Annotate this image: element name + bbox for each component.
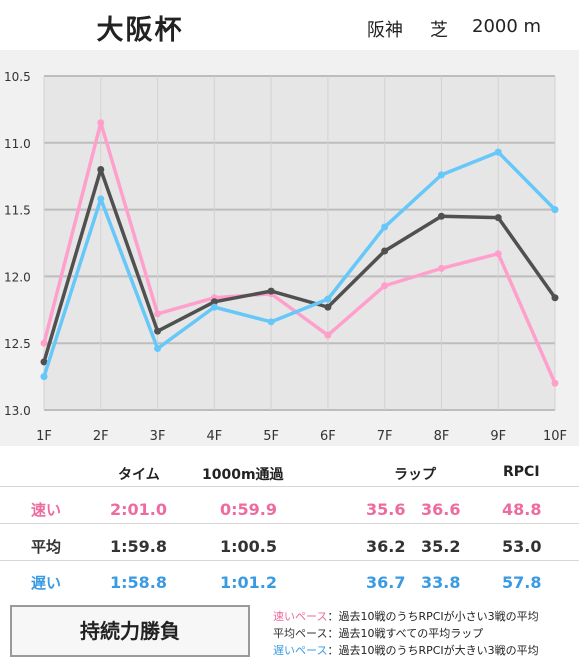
x-tick-label: 1F: [36, 429, 52, 444]
slow-time: 1:58.8: [110, 573, 168, 592]
data-point-slow: [324, 295, 332, 303]
legend-avg: 平均ペース：過去10戦すべての平均ラップ: [273, 625, 483, 641]
divider: [0, 486, 579, 487]
series-line-slow: [42, 150, 557, 378]
legend-fast: 速いペース：過去10戦のうちRPCIが小さい3戦の平均: [273, 608, 539, 624]
data-point-slow: [267, 318, 275, 326]
data-point-fast: [40, 339, 48, 347]
data-point-fast: [381, 282, 389, 290]
x-tick-label: 9F: [490, 429, 506, 444]
data-point-avg: [154, 327, 162, 335]
divider: [0, 560, 579, 561]
avg-lap-first: 36.2: [366, 537, 406, 556]
y-tick-label: 10.5: [4, 70, 31, 84]
slow-lap-last: 33.8: [421, 573, 461, 592]
series-line-fast: [42, 121, 557, 384]
data-point-avg: [381, 247, 389, 255]
data-point-slow: [551, 206, 559, 214]
series-line-avg: [42, 167, 557, 363]
race-type-badge: 持続力勝負: [10, 605, 250, 657]
lap-chart-svg: 10.5 11.0 11.5 12.0 12.5 13.0 1F 2F 3F 4F 5F 6F 7F 8F…: [4, 70, 567, 444]
data-point-fast: [154, 310, 162, 318]
legend-slow: 遅いペース：過去10戦のうちRPCIが大きい3戦の平均: [273, 642, 539, 658]
x-tick-label: 10F: [543, 429, 567, 444]
row-label-slow: 遅い: [31, 574, 62, 592]
plot-area: [44, 76, 555, 410]
data-point-avg: [437, 212, 445, 220]
fast-lap-first: 35.6: [366, 500, 406, 519]
data-point-fast: [551, 379, 559, 387]
race-header: 大阪杯 阪神 芝 2000 m: [0, 0, 579, 51]
avg-lap-last: 35.2: [421, 537, 461, 556]
legend-avg-desc: ：過去10戦すべての平均ラップ: [327, 627, 484, 640]
stats-table: タイム 1000m通過 ラップ RPCI 速い 2:01.0 0:59.9 35…: [0, 450, 579, 598]
x-tick-label: 8F: [434, 429, 450, 444]
track-name: 阪神: [367, 20, 403, 41]
data-point-avg: [267, 287, 275, 295]
data-point-avg: [494, 214, 502, 222]
data-point-slow: [381, 223, 389, 231]
track-surface: 芝: [430, 20, 448, 41]
data-point-fast: [97, 119, 105, 127]
col-header-lap: ラップ: [394, 467, 436, 483]
data-point-slow: [210, 303, 218, 311]
avg-rpci: 53.0: [502, 537, 542, 556]
divider: [0, 523, 579, 524]
data-point-slow: [154, 345, 162, 353]
race-distance: 2000 m: [472, 16, 542, 37]
x-tick-label: 3F: [150, 429, 166, 444]
data-point-avg: [551, 294, 559, 302]
y-tick-label: 11.0: [4, 137, 31, 151]
slow-1000m: 1:01.2: [220, 573, 278, 592]
avg-time: 1:59.8: [110, 537, 168, 556]
col-header-time: タイム: [118, 467, 160, 483]
legend-slow-desc: ：過去10戦のうちRPCIが大きい3戦の平均: [327, 644, 539, 657]
x-tick-label: 2F: [93, 429, 109, 444]
x-tick-label: 7F: [377, 429, 393, 444]
slow-rpci: 57.8: [502, 573, 542, 592]
y-tick-label: 13.0: [4, 404, 31, 418]
data-point-slow: [40, 373, 48, 381]
data-point-avg: [210, 298, 218, 306]
x-tick-label: 4F: [206, 429, 222, 444]
data-point-slow: [494, 148, 502, 156]
legend-slow-term: 遅いペース: [273, 644, 328, 657]
row-label-avg: 平均: [31, 538, 62, 556]
data-point-avg: [97, 166, 105, 174]
legend-fast-term: 速いペース: [273, 610, 328, 623]
race-title: 大阪杯: [96, 15, 184, 46]
legend-fast-desc: ：過去10戦のうちRPCIが小さい3戦の平均: [327, 610, 539, 623]
y-tick-label: 12.5: [4, 337, 31, 351]
data-point-fast: [324, 331, 332, 339]
fast-time: 2:01.0: [110, 500, 168, 519]
slow-lap-first: 36.7: [366, 573, 406, 592]
data-point-slow: [97, 195, 105, 203]
fast-1000m: 0:59.9: [220, 500, 278, 519]
col-header-rpci: RPCI: [503, 464, 540, 480]
col-header-1000m: 1000m通過: [202, 467, 284, 483]
fast-lap-last: 36.6: [421, 500, 461, 519]
x-tick-label: 6F: [320, 429, 336, 444]
lap-chart: 10.5 11.0 11.5 12.0 12.5 13.0 1F 2F 3F 4F 5F 6F 7F 8F…: [0, 50, 579, 446]
data-point-fast: [437, 264, 445, 272]
row-label-fast: 速い: [31, 501, 62, 519]
data-point-slow: [437, 171, 445, 179]
data-point-avg: [40, 358, 48, 366]
data-point-fast: [494, 250, 502, 258]
y-tick-label: 11.5: [4, 204, 31, 218]
avg-1000m: 1:00.5: [220, 537, 278, 556]
x-tick-label: 5F: [263, 429, 279, 444]
legend-avg-term: 平均ペース: [273, 627, 328, 640]
y-tick-label: 12.0: [4, 270, 31, 284]
fast-rpci: 48.8: [502, 500, 542, 519]
data-point-avg: [324, 303, 332, 311]
